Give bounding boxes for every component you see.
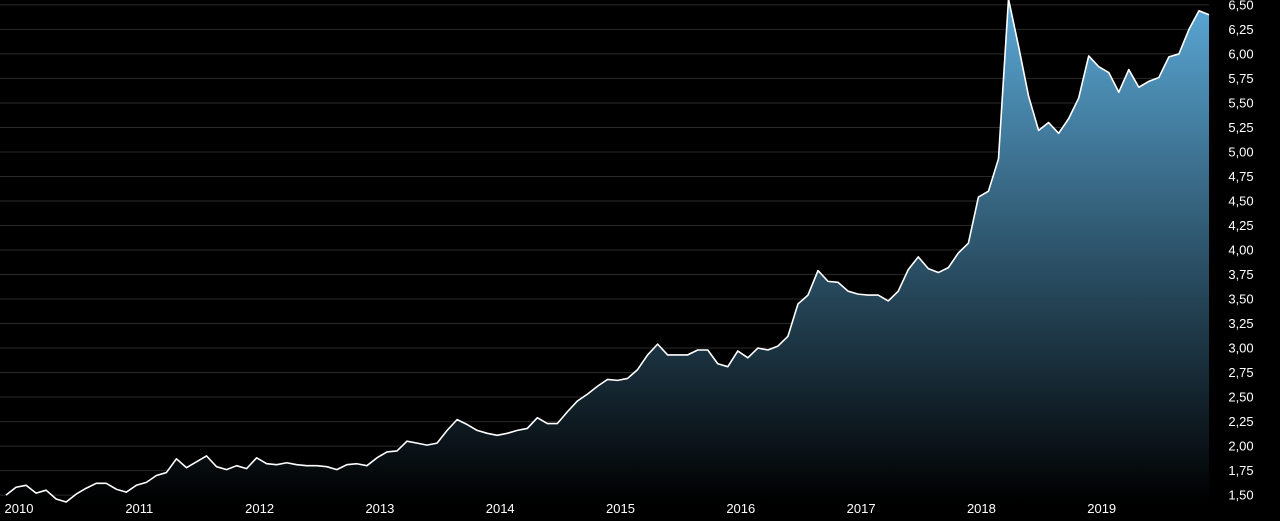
y-tick-label: 6,25 — [1228, 22, 1253, 37]
y-tick-label: 4,00 — [1228, 243, 1253, 258]
y-tick-label: 4,25 — [1228, 218, 1253, 233]
x-tick-label: 2010 — [5, 501, 34, 516]
y-tick-label: 5,25 — [1228, 120, 1253, 135]
y-tick-label: 2,00 — [1228, 439, 1253, 454]
y-tick-label: 3,75 — [1228, 267, 1253, 282]
x-tick-label: 2012 — [245, 501, 274, 516]
y-tick-label: 4,50 — [1228, 193, 1253, 208]
y-tick-label: 6,50 — [1228, 0, 1253, 12]
x-tick-label: 2017 — [847, 501, 876, 516]
y-tick-label: 5,50 — [1228, 95, 1253, 110]
x-tick-label: 2011 — [125, 501, 153, 516]
y-tick-label: 2,50 — [1228, 390, 1253, 405]
y-tick-label: 6,00 — [1228, 46, 1253, 61]
y-tick-label: 1,75 — [1228, 463, 1253, 478]
y-axis-ticks: 1,50 1,75 2,00 2,25 2,50 2,75 3,00 3,25 3,50 3,75… — [1228, 0, 1253, 503]
x-axis-ticks: 2010 2011 2012 2013 2014 2015 2016 2017 2018 2019 — [5, 501, 1117, 516]
x-tick-label: 2019 — [1087, 501, 1116, 516]
x-tick-label: 2018 — [967, 501, 996, 516]
y-tick-label: 2,75 — [1228, 365, 1253, 380]
x-tick-label: 2014 — [486, 501, 515, 516]
y-tick-label: 3,00 — [1228, 341, 1253, 356]
y-tick-label: 2,25 — [1228, 414, 1253, 429]
x-tick-label: 2016 — [726, 501, 755, 516]
y-tick-label: 5,00 — [1228, 144, 1253, 159]
y-tick-label: 5,75 — [1228, 71, 1253, 86]
series-area — [6, 0, 1209, 502]
series-line — [5, 0, 1210, 503]
y-tick-label: 4,75 — [1228, 169, 1253, 184]
y-tick-label: 1,50 — [1228, 488, 1253, 503]
x-tick-label: 2013 — [365, 501, 394, 516]
x-tick-label: 2015 — [606, 501, 635, 516]
y-tick-label: 3,25 — [1228, 316, 1253, 331]
y-tick-label: 3,50 — [1228, 292, 1253, 307]
